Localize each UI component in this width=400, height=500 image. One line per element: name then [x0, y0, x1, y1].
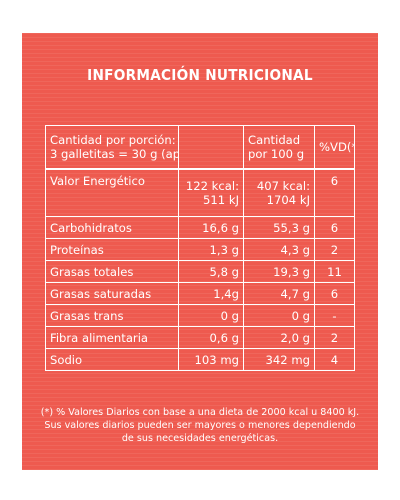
portion-value: 5,8 g — [178, 260, 244, 283]
per100-value: 2,0 g — [243, 326, 315, 349]
vd-value: 6 — [314, 282, 355, 305]
portion-value: 0,6 g — [178, 326, 244, 349]
vd-value: 6 — [314, 168, 355, 217]
table-row: Sodio 103 mg 342 mg 4 — [45, 348, 355, 371]
per100-header: Cantidad por 100 g — [243, 125, 315, 170]
nutrient-name: Grasas trans — [45, 304, 179, 327]
vd-value: 2 — [314, 326, 355, 349]
per100-kj: 1704 kJ — [266, 193, 310, 207]
vd-value: 4 — [314, 348, 355, 371]
per100-value: 4,3 g — [243, 238, 315, 261]
per100-value: 19,3 g — [243, 260, 315, 283]
vd-value: 6 — [314, 216, 355, 239]
table-row: Grasas saturadas 1,4g 4,7 g 6 — [45, 282, 355, 305]
vd-value: 11 — [314, 260, 355, 283]
per100-value: 407 kcal: 1704 kJ — [243, 168, 315, 217]
portion-header-line2: 3 galletitas = 30 g (aprox.) — [50, 147, 178, 161]
portion-header-spacer — [178, 125, 244, 170]
per100-header-line2: por 100 g — [248, 147, 305, 161]
table-row: Grasas trans 0 g 0 g - — [45, 304, 355, 327]
table-row: Valor Energético 122 kcal: 511 kJ 407 kc… — [45, 168, 355, 217]
table-row: Grasas totales 5,8 g 19,3 g 11 — [45, 260, 355, 283]
table-row: Fibra alimentaria 0,6 g 2,0 g 2 — [45, 326, 355, 349]
per100-value: 0 g — [243, 304, 315, 327]
per100-value: 55,3 g — [243, 216, 315, 239]
portion-value: 1,3 g — [178, 238, 244, 261]
footnote: (*) % Valores Diarios con base a una die… — [40, 407, 360, 444]
portion-header: Cantidad por porción: 3 galletitas = 30 … — [45, 125, 179, 170]
nutrition-table: Cantidad por porción: 3 galletitas = 30 … — [45, 125, 355, 371]
vd-value: - — [314, 304, 355, 327]
portion-value: 103 mg — [178, 348, 244, 371]
vd-header: %VD(*) — [314, 125, 355, 170]
table-header-row: Cantidad por porción: 3 galletitas = 30 … — [45, 125, 355, 170]
nutrient-name: Valor Energético — [45, 168, 179, 217]
vd-value: 2 — [314, 238, 355, 261]
per100-value: 342 mg — [243, 348, 315, 371]
nutrient-name: Proteínas — [45, 238, 179, 261]
nutrient-name: Grasas totales — [45, 260, 179, 283]
nutrient-name: Fibra alimentaria — [45, 326, 179, 349]
per100-value: 4,7 g — [243, 282, 315, 305]
portion-value: 122 kcal: 511 kJ — [178, 168, 244, 217]
portion-value: 16,6 g — [178, 216, 244, 239]
portion-value: 1,4g — [178, 282, 244, 305]
per100-header-line1: Cantidad — [248, 133, 301, 147]
portion-value: 0 g — [178, 304, 244, 327]
per100-kcal: 407 kcal: — [256, 179, 310, 193]
portion-header-line1: Cantidad por porción: — [50, 133, 176, 147]
table-row: Carbohidratos 16,6 g 55,3 g 6 — [45, 216, 355, 239]
nutrient-name: Sodio — [45, 348, 179, 371]
portion-kcal: 122 kcal: — [185, 179, 239, 193]
portion-kj: 511 kJ — [203, 193, 239, 207]
nutrition-title: INFORMACIÓN NUTRICIONAL — [87, 66, 313, 84]
table-row: Proteínas 1,3 g 4,3 g 2 — [45, 238, 355, 261]
nutrient-name: Carbohidratos — [45, 216, 179, 239]
nutrient-name: Grasas saturadas — [45, 282, 179, 305]
